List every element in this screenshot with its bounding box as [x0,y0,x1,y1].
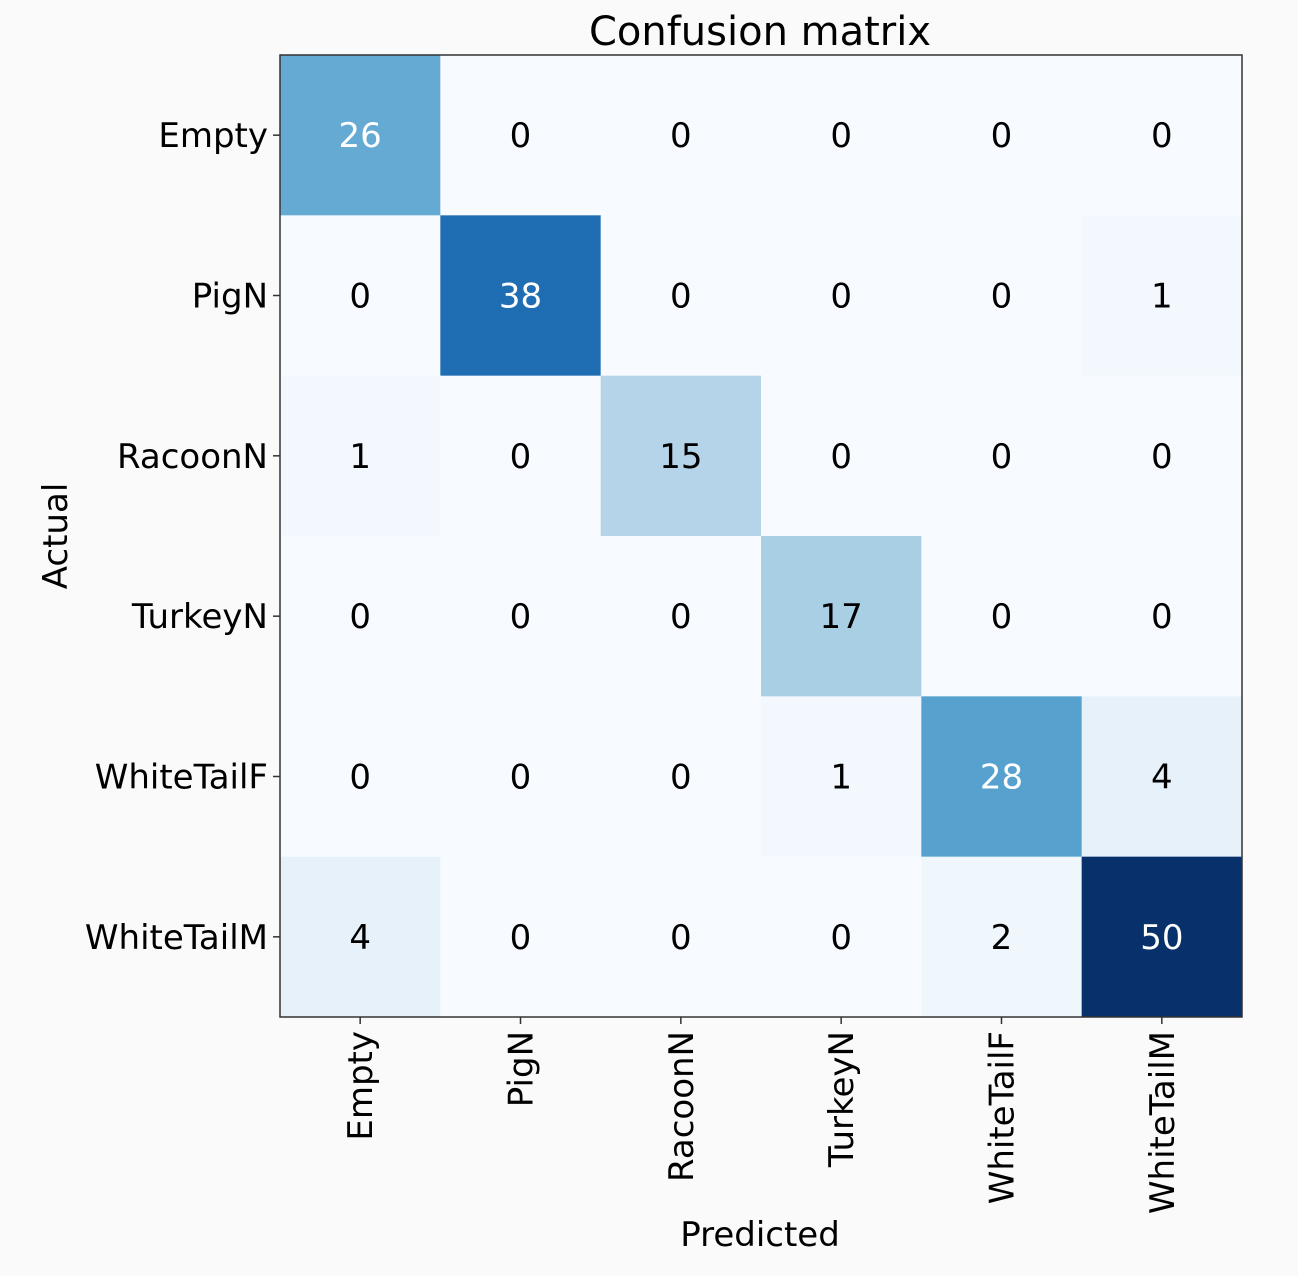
heatmap-cell [761,536,922,697]
heatmap-cell [440,215,602,377]
cell-value-label: 0 [991,116,1013,156]
cell-value-label: 0 [830,277,852,317]
cell-value-label: 0 [670,918,692,958]
x-tick-label: WhiteTailF [983,1031,1023,1204]
cell-value-label: 17 [820,597,863,637]
x-tick-label: TurkeyN [822,1031,862,1168]
cell-value-label: 4 [349,918,371,958]
heatmap-cell [921,375,1083,537]
cell-value-label: 0 [510,116,532,156]
cell-value-label: 0 [510,918,532,958]
heatmap-cell [440,696,602,858]
heatmap-cell [1081,215,1243,377]
cell-value-label: 1 [1151,277,1173,317]
heatmap-cell [280,55,441,216]
cell-value-label: 0 [670,116,692,156]
heatmap-cell [600,215,762,377]
y-axis-ticks: Empty PigN RacoonN TurkeyN WhiteTailF WhiteTa… [85,116,280,958]
cell-value-label: 0 [510,437,532,477]
heatmap-cell [440,856,602,1018]
cell-value-label: 50 [1140,918,1183,958]
cell-value-label: 0 [830,918,852,958]
cell-value-label: 0 [670,597,692,637]
heatmap-cell [1081,536,1243,697]
heatmap-cell [921,696,1083,858]
y-tick-label: PigN [192,277,268,317]
heatmap-cell [280,536,441,697]
heatmap-cell [761,55,922,216]
x-tick-label: Empty [341,1031,381,1141]
heatmap-cell [280,215,441,377]
heatmap-cell [600,55,762,216]
cell-value-label: 1 [830,758,852,798]
y-tick-label: TurkeyN [131,597,268,637]
heatmap-cell [440,375,602,537]
heatmap-cells [280,55,1243,1018]
x-tick-label: PigN [502,1031,542,1107]
cell-value-label: 28 [980,758,1023,798]
cell-value-label: 0 [670,277,692,317]
x-axis-label: Predicted [680,1215,840,1255]
cell-value-label: 4 [1151,758,1173,798]
chart-title: Confusion matrix [589,9,931,55]
y-axis-label: Actual [36,483,76,590]
heatmap-cell [440,536,602,697]
heatmap-cell [921,215,1083,377]
cell-value-label: 0 [991,277,1013,317]
cell-value-label: 0 [510,597,532,637]
cell-value-label: 0 [510,758,532,798]
cell-value-label: 15 [659,437,702,477]
cell-value-label: 0 [1151,437,1173,477]
heatmap-cell [600,856,762,1018]
cell-value-label: 26 [339,116,382,156]
heatmap-cell [1081,55,1243,216]
cell-value-label: 0 [830,437,852,477]
heatmap-cell-labels: 26 0 0 0 0 0 0 38 0 0 0 1 1 0 15 0 0 0 0 0 0 17 0 0 0 0 0 1 28 4 4 0 0 0 2… [339,116,1184,958]
cell-value-label: 0 [991,437,1013,477]
cell-value-label: 1 [349,437,371,477]
cell-value-label: 0 [830,116,852,156]
cell-value-label: 0 [670,758,692,798]
plot-frame [279,54,1243,1018]
y-tick-label: Empty [158,116,268,156]
heatmap-cell [600,536,762,697]
heatmap-cell [921,856,1083,1018]
heatmap-cell [440,55,602,216]
heatmap-cell [761,696,922,858]
heatmap-cell [921,55,1083,216]
cell-value-label: 0 [1151,116,1173,156]
y-tick-label: WhiteTailM [85,918,268,958]
heatmap-cell [761,375,922,537]
heatmap-cell [280,856,441,1018]
heatmap-cell [600,696,762,858]
heatmap-cell [280,375,441,537]
heatmap-cell [761,856,922,1018]
cell-value-label: 0 [349,758,371,798]
y-tick-label: RacoonN [117,437,268,477]
x-axis-ticks: Empty PigN RacoonN TurkeyN WhiteTailF WhiteTa… [341,1017,1183,1214]
cell-value-label: 0 [349,277,371,317]
heatmap-cell [1081,696,1243,858]
heatmap-cell [1081,375,1243,537]
y-tick-label: WhiteTailF [95,758,268,798]
cell-value-label: 0 [991,597,1013,637]
heatmap-cell [921,536,1083,697]
heatmap-cell [280,696,441,858]
heatmap-cell [600,375,762,537]
cell-value-label: 0 [349,597,371,637]
heatmap-cell [761,215,922,377]
heatmap-cell [1081,856,1243,1018]
cell-value-label: 0 [1151,597,1173,637]
x-tick-label: WhiteTailM [1143,1031,1183,1214]
cell-value-label: 38 [499,277,542,317]
cell-value-label: 2 [991,918,1013,958]
x-tick-label: RacoonN [662,1031,702,1182]
